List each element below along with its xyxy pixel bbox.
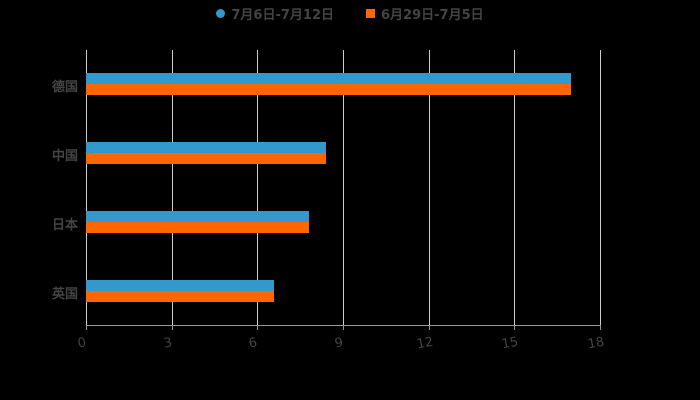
x-tick (257, 325, 258, 330)
x-tick-label: 15 (500, 334, 520, 353)
x-tick-label: 6 (247, 335, 259, 352)
x-tick (514, 325, 515, 330)
series-2-marker-icon (366, 9, 375, 18)
legend-label: 7月6日-7月12日 (231, 8, 334, 23)
bar[interactable] (86, 222, 309, 233)
legend-label: 6月29日-7月5日 (381, 8, 484, 23)
legend-item-series-2[interactable]: 6月29日-7月5日 (366, 4, 484, 23)
x-tick-label: 3 (162, 335, 174, 352)
x-tick-label: 9 (333, 335, 345, 352)
bar[interactable] (86, 153, 326, 164)
category-label: 英国 (51, 287, 78, 302)
legend-item-series-1[interactable]: 7月6日-7月12日 (216, 4, 334, 23)
gridline (257, 50, 258, 325)
category-label: 德国 (51, 80, 78, 95)
bar[interactable] (86, 291, 275, 302)
x-tick-label: 12 (415, 334, 435, 353)
bar[interactable] (86, 73, 572, 84)
gridline (343, 50, 344, 325)
bar[interactable] (86, 211, 309, 222)
gridline (600, 50, 601, 325)
x-tick (429, 325, 430, 330)
gridline (172, 50, 173, 325)
x-tick-label: 0 (76, 335, 88, 352)
gridline (86, 50, 87, 325)
gridline (429, 50, 430, 325)
bar[interactable] (86, 84, 572, 95)
x-tick-label: 18 (586, 334, 606, 353)
plot-area (86, 50, 601, 325)
x-tick (86, 325, 87, 330)
x-tick (343, 325, 344, 330)
gridline (514, 50, 515, 325)
series-1-marker-icon (216, 9, 226, 18)
legend: 7月6日-7月12日 6月29日-7月5日 (0, 4, 700, 23)
category-label: 日本 (51, 218, 78, 233)
bar[interactable] (86, 142, 326, 153)
x-tick (600, 325, 601, 330)
x-tick (172, 325, 173, 330)
category-label: 中国 (51, 149, 78, 164)
bar[interactable] (86, 280, 275, 291)
